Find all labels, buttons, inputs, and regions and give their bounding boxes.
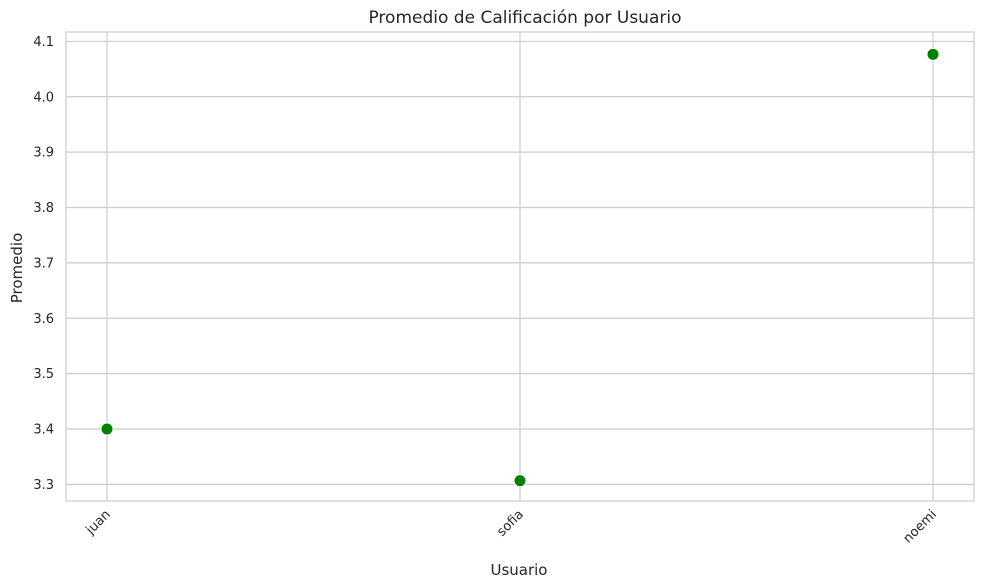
y-tick-labels: 3.3 3.4 3.5 3.6 3.7 3.8 3.9 4.0 4.1 [33, 35, 54, 493]
x-tick-labels: juan sofia noemi [83, 507, 940, 546]
y-tick-label: 4.0 [33, 90, 54, 105]
x-axis-label: Usuario [490, 561, 547, 579]
data-points [100, 47, 940, 488]
y-tick-label: 3.7 [33, 256, 54, 271]
grid-layer [66, 32, 974, 501]
plot-frame [65, 31, 975, 502]
chart-title: Promedio de Calificación por Usuario [368, 8, 681, 28]
data-point-sofia [513, 474, 527, 488]
y-tick-label: 3.8 [33, 201, 54, 216]
x-tick-label-sofia: sofia [494, 507, 526, 539]
data-point-juan [100, 422, 114, 436]
y-tick-label: 3.5 [33, 367, 54, 382]
x-tick-label-noemi: noemi [901, 507, 940, 546]
data-point-noemi [926, 47, 940, 61]
y-tick-label: 3.6 [33, 312, 54, 327]
y-tick-label: 3.9 [33, 146, 54, 161]
y-tick-label: 3.4 [33, 423, 54, 438]
y-tick-label: 4.1 [33, 35, 54, 50]
x-tick-label-juan: juan [83, 507, 114, 538]
y-axis-label: Promedio [8, 233, 26, 304]
y-tick-label: 3.3 [33, 478, 54, 493]
